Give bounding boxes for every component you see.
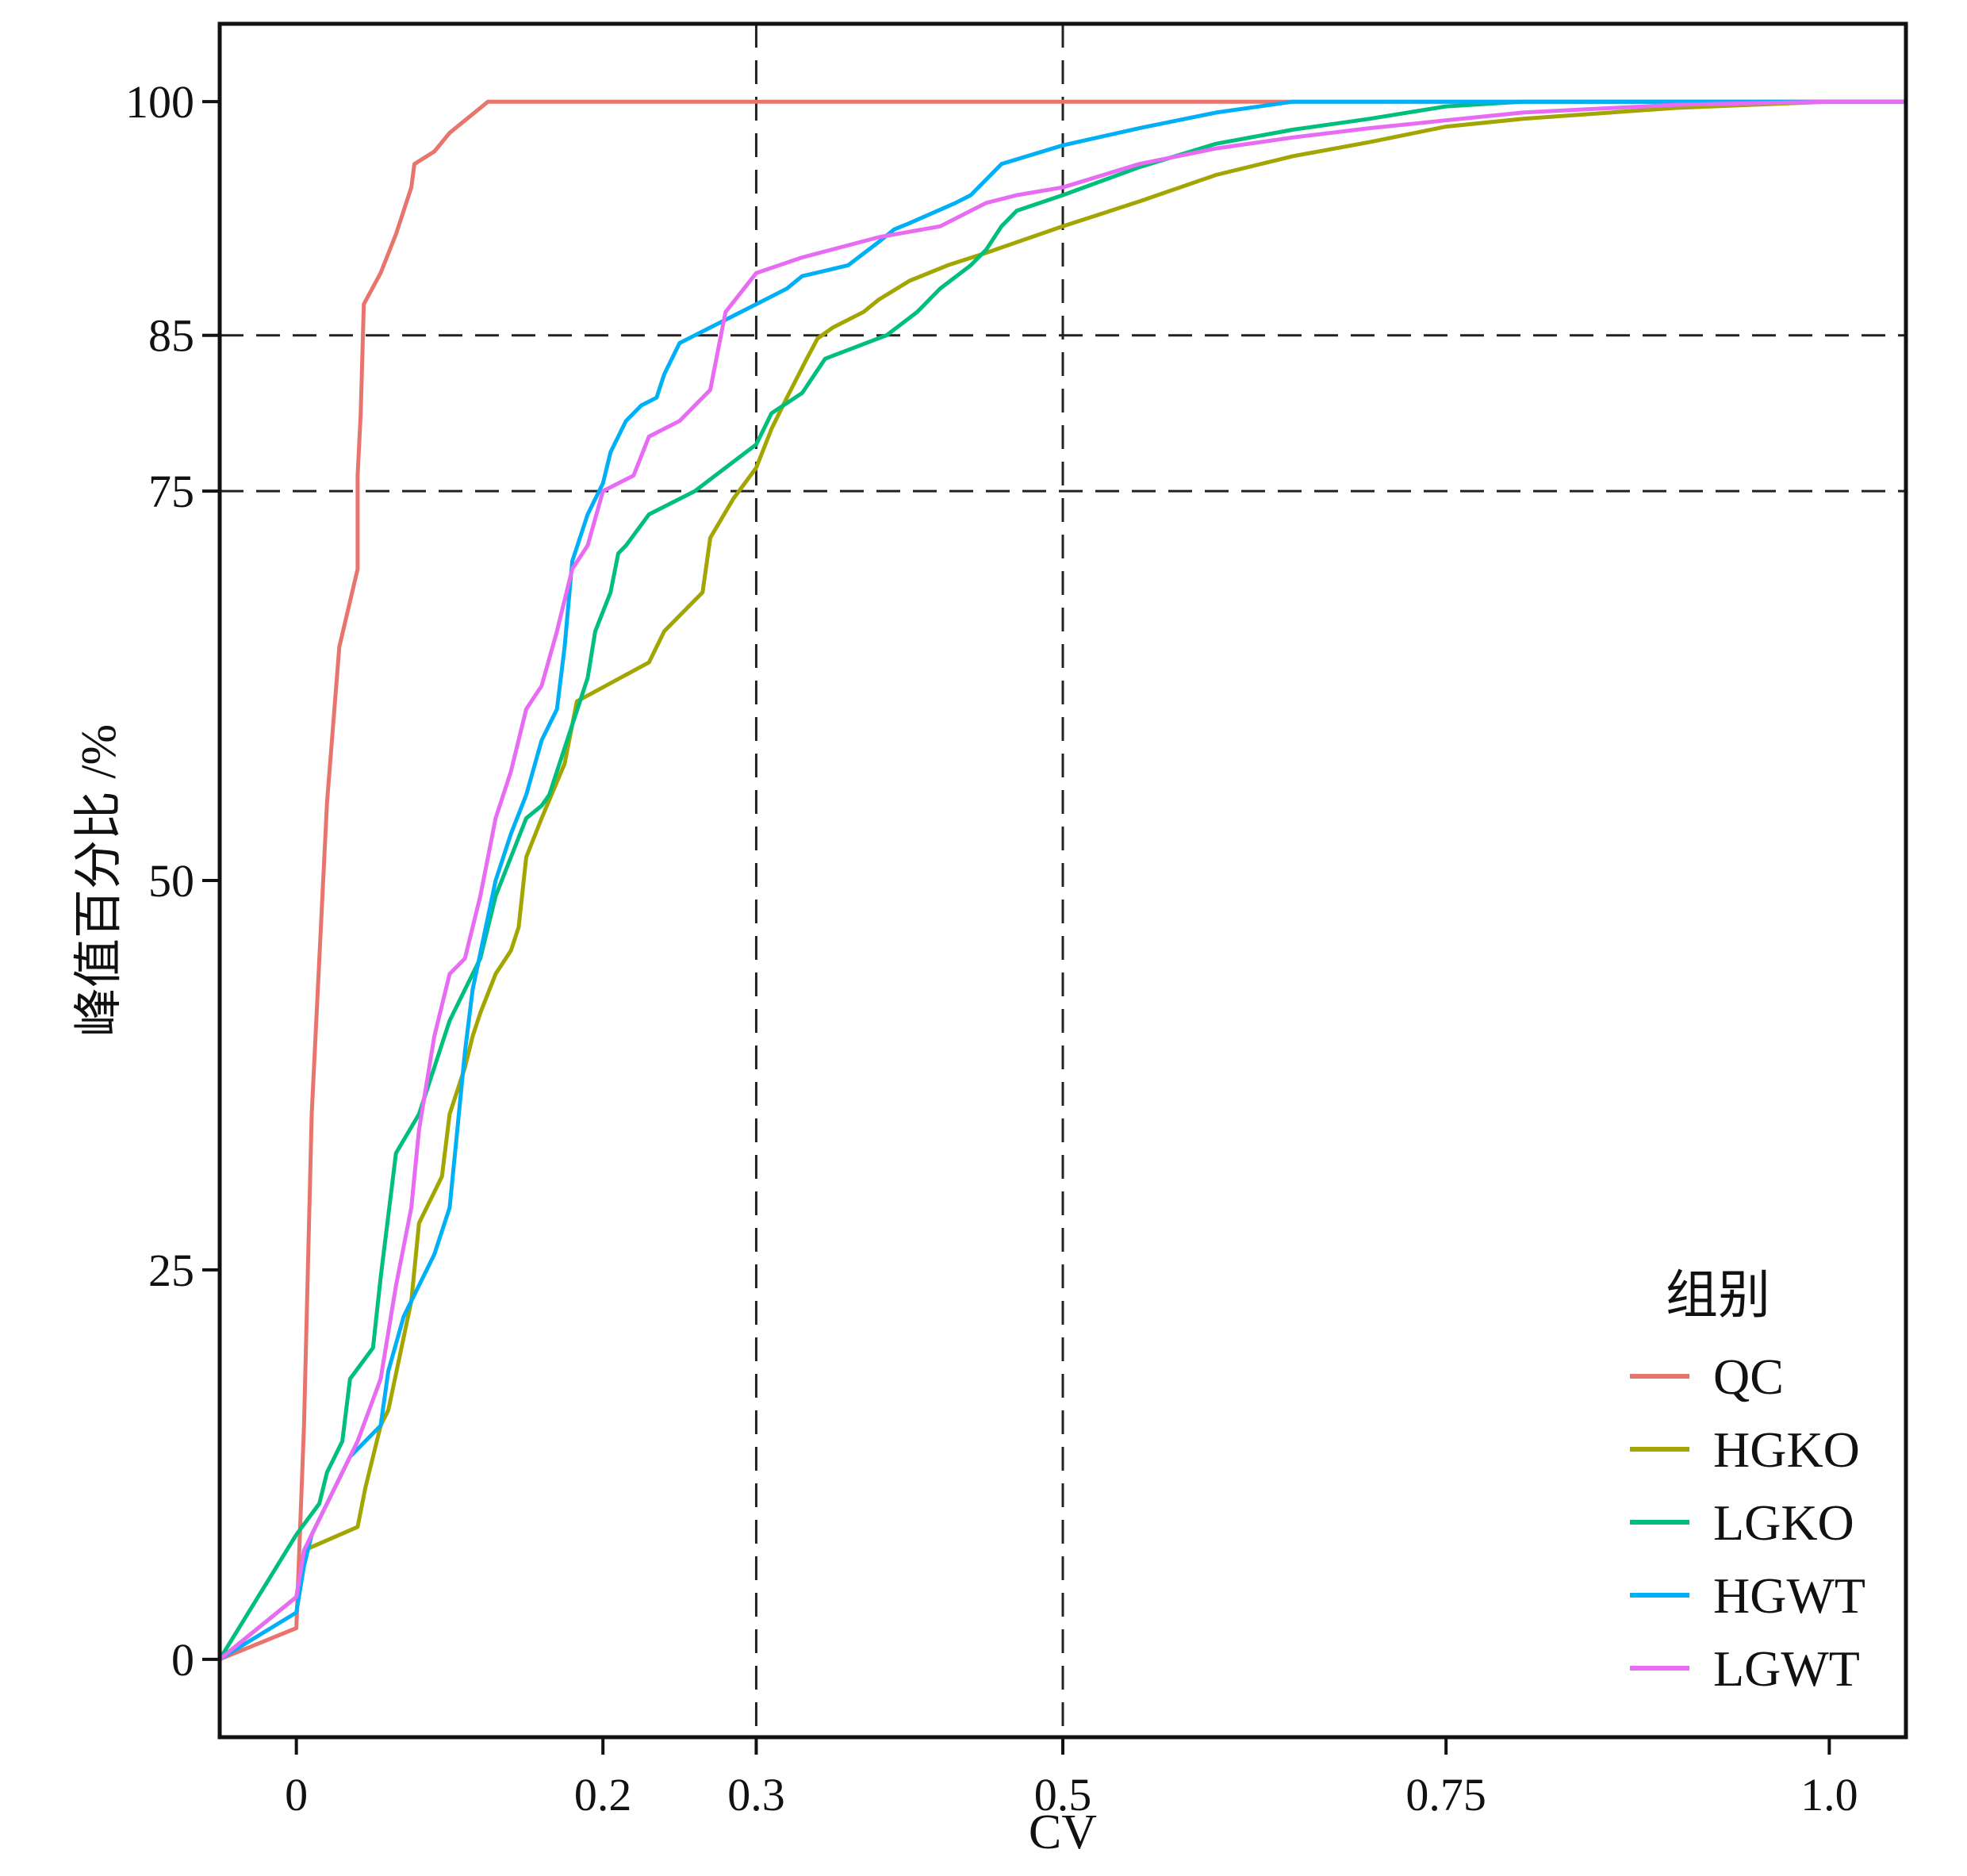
y-tick-label-3: 75: [148, 466, 194, 517]
x-tick-label-4: 0.75: [1405, 1769, 1486, 1820]
legend-title: 组别: [1666, 1267, 1770, 1325]
axis-ticks: 0 0.2 0.3 0.5 0.75 1.0 0 25 50 75 85 100: [125, 76, 1858, 1820]
series-line-hgwt: [218, 99, 1906, 1661]
series-line-lgko: [217, 99, 1906, 1661]
x-tick-label-1: 0.2: [574, 1769, 632, 1820]
x-tick-label-5: 1.0: [1800, 1769, 1858, 1820]
y-tick-label-1: 25: [148, 1245, 194, 1296]
x-tick-label-2: 0.3: [727, 1769, 785, 1820]
series-line-lgwt: [218, 99, 1906, 1661]
series-line-hgko: [218, 99, 1906, 1661]
series-line-qc: [219, 99, 1906, 1662]
legend-label-qc: QC: [1713, 1348, 1784, 1405]
x-axis-title: CV: [1029, 1805, 1097, 1859]
legend-label-hgko: HGKO: [1713, 1421, 1860, 1478]
x-tick-label-3: 0.5: [1034, 1769, 1092, 1820]
legend-label-hgwt: HGWT: [1713, 1567, 1865, 1624]
legend: 组别 QC HGKO LGKO HGWT LGWT: [1630, 1267, 1865, 1697]
series-lines: [217, 99, 1906, 1662]
y-tick-label-4: 85: [148, 310, 194, 362]
plot-frame: [217, 21, 1908, 1740]
y-axis-title: 峰值百分比 /%: [72, 724, 126, 1037]
legend-label-lgwt: LGWT: [1713, 1640, 1860, 1697]
reference-lines: [220, 24, 1906, 1737]
legend-label-lgko: LGKO: [1713, 1494, 1854, 1551]
y-tick-label-0: 0: [171, 1634, 194, 1686]
x-tick-label-0: 0: [285, 1769, 308, 1820]
y-tick-label-2: 50: [148, 855, 194, 907]
y-tick-label-5: 100: [125, 76, 194, 128]
